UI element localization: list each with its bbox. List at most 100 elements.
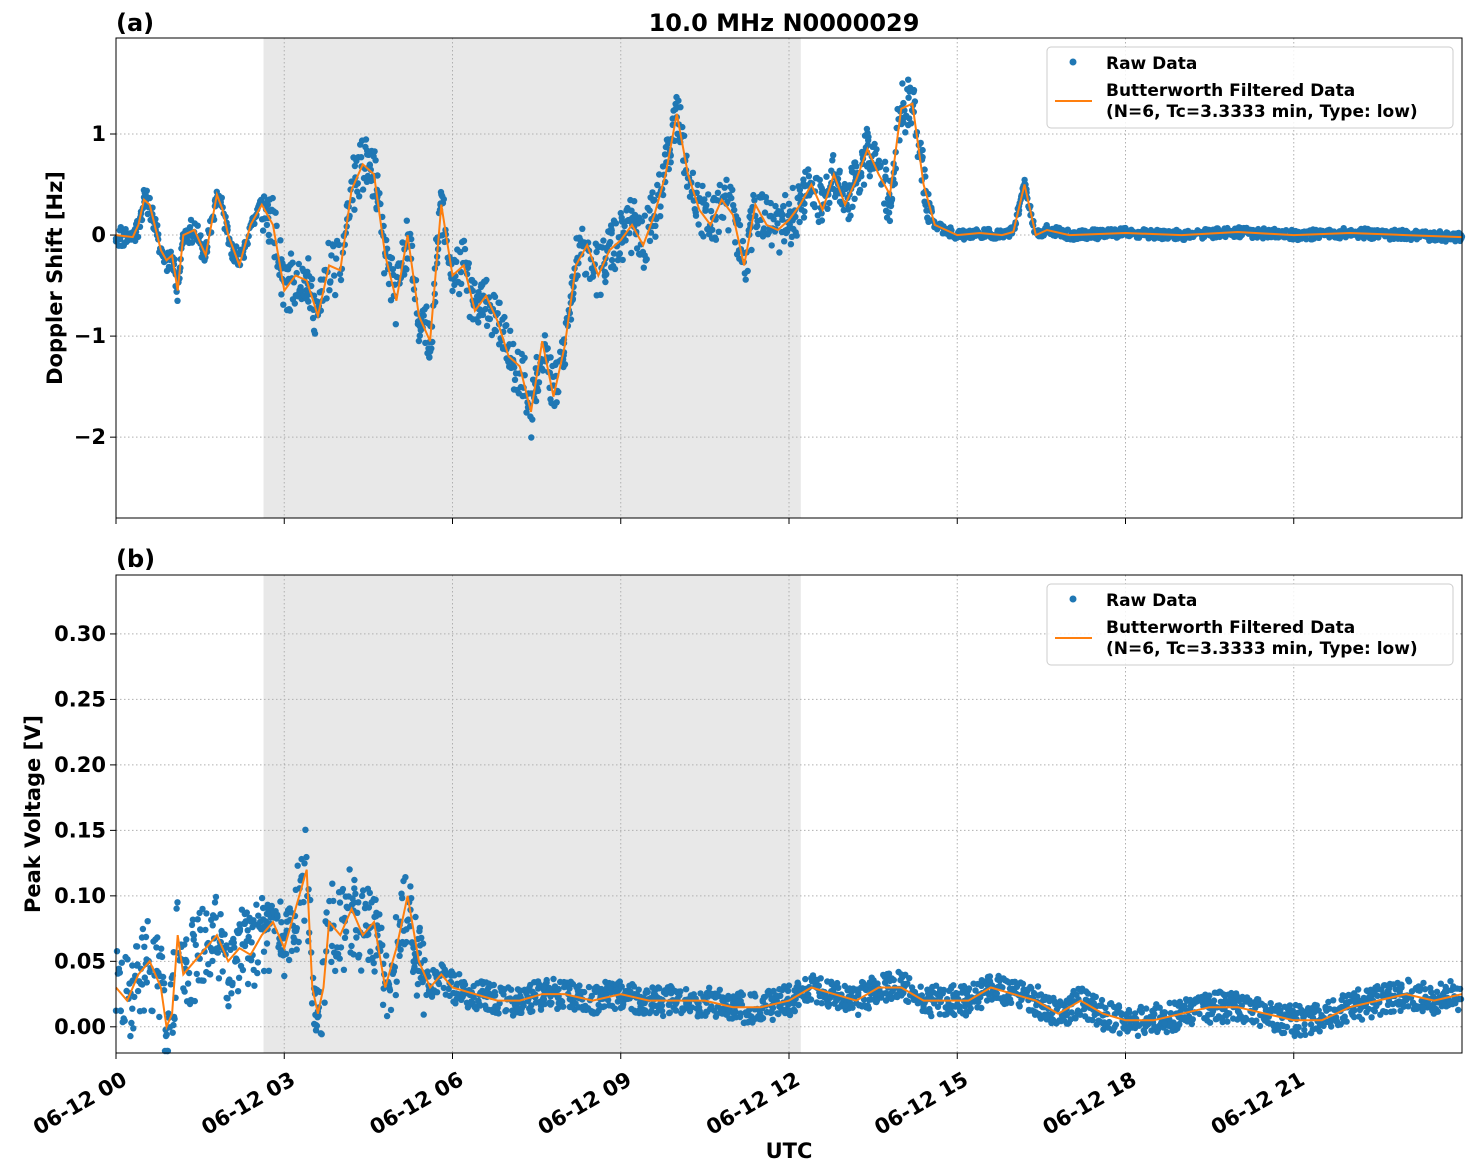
raw-data-point: [388, 254, 396, 262]
raw-data-point: [986, 973, 994, 980]
raw-data-point: [779, 211, 786, 218]
raw-data-point: [149, 1007, 156, 1015]
panel-a-label: (a): [116, 9, 154, 37]
raw-data-point: [193, 970, 200, 978]
raw-data-point: [811, 203, 819, 211]
raw-data-point: [1143, 1005, 1150, 1012]
raw-data-point: [902, 129, 909, 136]
raw-data-point: [185, 969, 193, 977]
raw-data-point: [200, 977, 207, 984]
raw-data-point: [744, 267, 751, 275]
raw-data-point: [1385, 989, 1392, 996]
panel-a-filtered-line: [115, 102, 1463, 413]
raw-data-point: [506, 341, 513, 348]
raw-data-point: [566, 996, 573, 1003]
raw-data-point: [576, 982, 583, 989]
raw-data-point: [1269, 227, 1276, 234]
raw-data-point: [817, 182, 824, 189]
raw-data-point: [428, 993, 436, 1000]
raw-data-point: [982, 233, 989, 240]
raw-data-point: [877, 991, 884, 998]
raw-data-point: [800, 214, 808, 221]
raw-data-point: [856, 186, 864, 194]
raw-data-point: [488, 331, 496, 339]
raw-data-point: [906, 88, 913, 95]
raw-data-point: [303, 853, 310, 861]
raw-data-point: [637, 1008, 644, 1015]
raw-data-point: [1175, 1021, 1183, 1029]
raw-data-point: [802, 975, 809, 983]
raw-data-point: [842, 1002, 849, 1009]
raw-data-point: [121, 1017, 128, 1024]
raw-data-point: [420, 1011, 427, 1018]
raw-data-point: [315, 1012, 322, 1019]
raw-data-point: [255, 912, 262, 919]
raw-data-point: [719, 1010, 726, 1017]
raw-data-point: [298, 855, 305, 863]
raw-data-point: [459, 993, 466, 1000]
raw-data-point: [1204, 1000, 1211, 1008]
raw-data-point: [260, 948, 268, 955]
raw-data-point: [535, 379, 543, 386]
raw-data-point: [1034, 983, 1042, 990]
raw-data-point: [233, 957, 241, 964]
raw-data-point: [516, 987, 523, 995]
raw-data-point: [491, 992, 499, 999]
raw-data-point: [739, 237, 747, 245]
raw-data-point: [554, 994, 562, 1002]
raw-data-point: [414, 980, 422, 988]
raw-data-point: [785, 1001, 792, 1008]
raw-data-point: [336, 955, 343, 962]
raw-data-point: [456, 971, 463, 978]
raw-data-point: [540, 994, 547, 1002]
raw-data-point: [863, 163, 871, 170]
raw-data-point: [652, 233, 659, 240]
raw-data-point: [385, 280, 393, 288]
raw-data-point: [735, 998, 742, 1005]
raw-data-point: [1371, 1008, 1379, 1015]
raw-data-point: [1398, 984, 1405, 991]
raw-data-point: [410, 958, 417, 965]
raw-data-point: [602, 986, 609, 993]
raw-data-point: [359, 186, 367, 193]
raw-data-point: [278, 291, 285, 298]
raw-data-point: [1166, 999, 1173, 1007]
raw-data-point: [336, 899, 344, 906]
panel-b-legend-box: [1046, 583, 1454, 666]
raw-data-point: [1313, 1002, 1321, 1009]
raw-data-point: [1330, 997, 1337, 1004]
raw-data-point: [607, 238, 614, 246]
raw-data-point: [787, 241, 795, 248]
raw-data-point: [972, 997, 980, 1004]
raw-data-point: [579, 225, 586, 232]
raw-data-point: [608, 225, 615, 233]
raw-data-point: [775, 1010, 782, 1018]
raw-data-point: [367, 948, 374, 955]
raw-data-point: [900, 119, 907, 126]
raw-data-point: [672, 1000, 679, 1007]
raw-data-point: [1181, 1002, 1188, 1009]
raw-data-point: [477, 283, 485, 291]
raw-data-point: [346, 866, 353, 873]
raw-data-point: [1046, 997, 1053, 1005]
raw-data-point: [1165, 228, 1173, 235]
raw-data-point: [1298, 234, 1306, 241]
raw-data-point: [888, 995, 895, 1002]
raw-data-point: [921, 166, 928, 173]
figure-title: 10.0 MHz N0000029: [649, 9, 920, 37]
raw-data-point: [1390, 1008, 1397, 1015]
raw-data-point: [735, 992, 743, 1000]
raw-data-point: [433, 989, 441, 996]
raw-data-point: [405, 916, 412, 923]
raw-data-point: [358, 967, 365, 974]
raw-data-point: [241, 920, 248, 927]
panel-b-legend-raw-marker: [1069, 595, 1077, 603]
raw-data-point: [233, 927, 241, 935]
raw-data-point: [243, 938, 250, 945]
raw-data-point: [847, 212, 854, 219]
raw-data-point: [272, 209, 279, 216]
raw-data-point: [1224, 1018, 1231, 1025]
raw-data-point: [411, 963, 418, 971]
raw-data-point: [134, 987, 142, 995]
raw-data-point: [862, 986, 870, 994]
